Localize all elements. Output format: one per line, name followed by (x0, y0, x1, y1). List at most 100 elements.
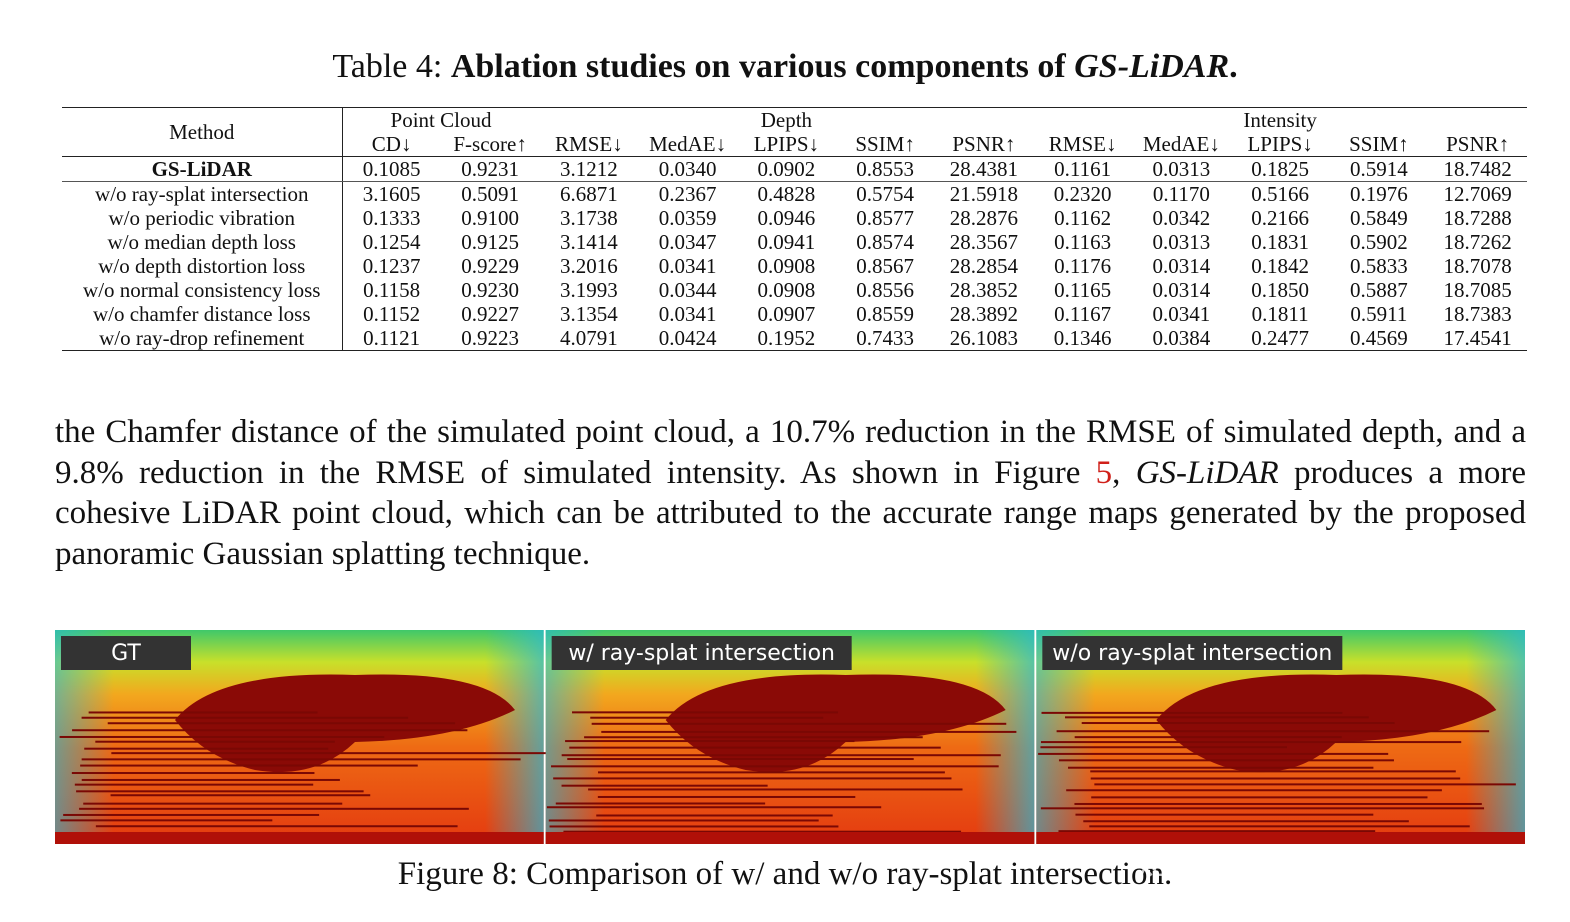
watermark: 知乎 @3D视觉之心 (1135, 846, 1432, 886)
cell: 0.8559 (856, 302, 914, 326)
cell: w/o ray-drop refinement (62, 326, 343, 351)
scan-line (1058, 759, 1394, 762)
cell: 0.0907 (757, 302, 816, 326)
scan-line (555, 802, 766, 805)
scan-line (548, 819, 819, 822)
table-row: w/o median depth loss 0.1254 0.9125 3.1414 0… (62, 230, 1527, 254)
scan-line (79, 807, 469, 810)
column-header: MedAE↓ (638, 132, 737, 157)
cell: 26.1083 (934, 326, 1034, 351)
scan-line (1089, 825, 1470, 828)
column-header: MedAE↓ (1132, 132, 1231, 157)
cell: 3.1414 (560, 230, 618, 254)
scan-line (598, 771, 945, 774)
text: the Chamfer distance of the simulated po… (55, 414, 1526, 491)
cell: 0.7433 (835, 326, 935, 351)
column-header: SSIM↑ (1329, 132, 1429, 157)
cell: 0.1152 (363, 302, 421, 326)
cell: 12.7069 (1443, 182, 1512, 206)
scan-line (584, 736, 923, 739)
cell: w/o normal consistency loss (62, 278, 343, 302)
cell: 0.1170 (1152, 182, 1210, 206)
scan-line (561, 784, 768, 787)
column-header: LPIPS↓ (1230, 132, 1330, 157)
cell: 28.2876 (949, 206, 1018, 230)
cell: 0.1346 (1033, 326, 1132, 351)
ablation-table: Method Point Cloud Depth Intensity CD↓ F-scor… (62, 107, 1527, 351)
scan-line (1065, 716, 1369, 719)
cell: 0.0424 (638, 326, 737, 351)
scan-line (1090, 770, 1456, 773)
cell: 0.9230 (461, 278, 519, 302)
cell: 0.8556 (856, 278, 914, 302)
scan-line (1090, 777, 1461, 780)
scan-line (1058, 830, 1376, 833)
scan-line (567, 758, 914, 761)
scan-line (81, 778, 340, 781)
label-box (61, 636, 191, 670)
cell: 0.9231 (440, 156, 540, 182)
cell: 0.8577 (856, 206, 914, 230)
table-row: w/o ray-splat intersection 3.1605 0.5091 6.… (62, 181, 1527, 206)
cell: 0.2367 (658, 182, 717, 206)
cell: 0.0314 (1152, 254, 1211, 278)
panel: w/o ray-splat intersection (1036, 630, 1525, 844)
scan-line (60, 819, 273, 822)
cell: 0.1165 (1054, 278, 1112, 302)
cell: 4.0791 (539, 326, 639, 351)
panel: w/ ray-splat intersection (545, 630, 1035, 844)
cell: w/o depth distortion loss (62, 254, 343, 278)
scan-line (95, 825, 458, 828)
panel-bottom (55, 832, 544, 844)
cell: 3.1212 (539, 156, 639, 182)
figure-caption: Figure 8: Comparison of w/ and w/o ray-s… (397, 856, 1173, 892)
cell: 28.3852 (949, 278, 1018, 302)
cell: 0.5914 (1329, 156, 1429, 182)
cell: 3.1993 (560, 278, 618, 302)
cell: 0.1237 (362, 254, 421, 278)
scan-line (553, 777, 952, 780)
cell: 0.8574 (856, 230, 914, 254)
paragraph: the Chamfer distance of the simulated po… (55, 412, 1526, 574)
scan-line (588, 788, 963, 791)
cell: 18.7383 (1443, 302, 1512, 326)
cell: 0.9227 (461, 302, 519, 326)
caption-end: . (1229, 48, 1238, 85)
scan-line (1040, 746, 1288, 749)
panel-bottom (1036, 832, 1525, 844)
cell: 0.0384 (1132, 326, 1231, 351)
column-header: RMSE↓ (1033, 132, 1132, 157)
cell: 0.0342 (1152, 206, 1211, 230)
column-header: SSIM↑ (835, 132, 935, 157)
cell: w/o chamfer distance loss (62, 302, 343, 326)
scan-line (81, 716, 409, 719)
header-cell: Method (62, 107, 343, 157)
cell: 0.2477 (1230, 326, 1330, 351)
scan-line (110, 794, 371, 797)
cell: 0.0313 (1152, 230, 1211, 254)
scan-line (1041, 711, 1343, 714)
table-row: w/o depth distortion loss 0.1237 0.9229 3.2… (62, 254, 1527, 278)
scan-line (565, 740, 855, 743)
panel-label: w/ ray-splat intersection (568, 641, 835, 666)
cell: 28.3892 (949, 302, 1018, 326)
cell: 28.2854 (949, 254, 1018, 278)
cell: 0.5902 (1350, 230, 1408, 254)
cell: 0.5166 (1251, 182, 1309, 206)
scan-line (88, 711, 318, 714)
table-row: GS-LiDAR 0.1085 0.9231 3.1212 0.0340 0.0902 0.… (62, 156, 1527, 182)
cell: 0.0341 (658, 302, 717, 326)
cell: 0.0359 (658, 206, 717, 230)
scan-line (546, 806, 882, 809)
scan-line (1066, 789, 1442, 792)
scan-line (1074, 736, 1342, 739)
figure-image: GT w/ ray-splat intersection w/o ray-splat… (55, 630, 1525, 844)
cell: 0.1176 (1054, 254, 1112, 278)
cell: 18.7288 (1443, 206, 1512, 230)
scan-line (1083, 820, 1409, 823)
text: , (1112, 454, 1121, 491)
scan-line (596, 814, 833, 817)
figure-ref[interactable]: 5 (1095, 454, 1113, 491)
